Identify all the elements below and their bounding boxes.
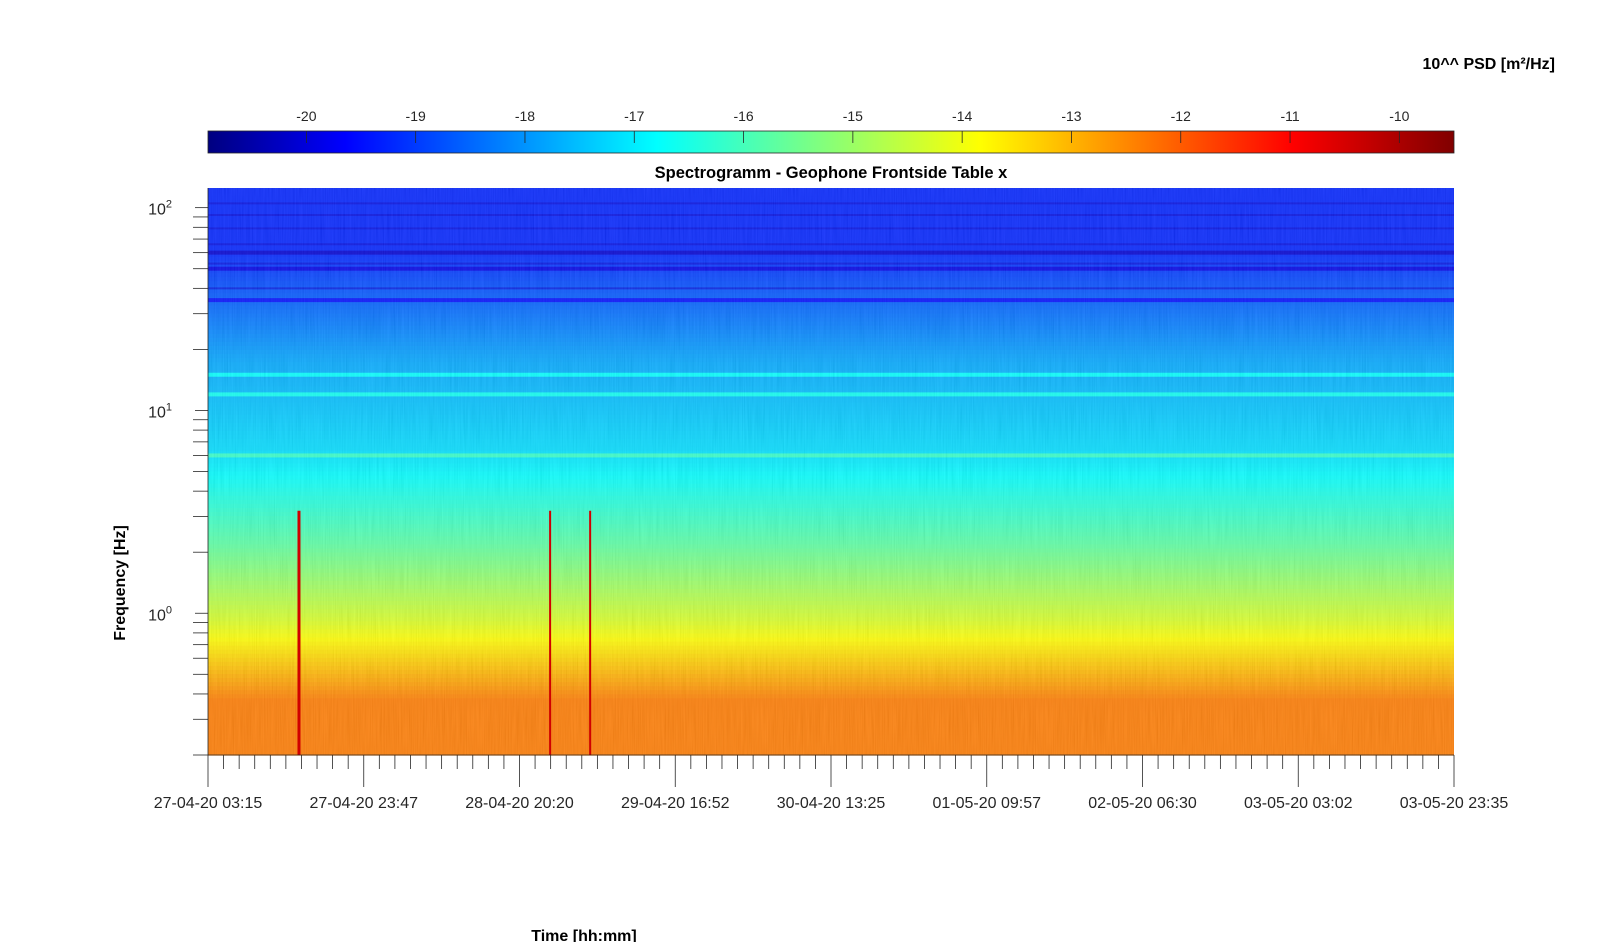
x-tick-label-1: 27-04-20 23:47 <box>309 795 418 812</box>
x-tick-label-3: 29-04-20 16:52 <box>621 795 730 812</box>
colorbar-label: 10^^ PSD [m²/Hz] <box>1423 56 1555 73</box>
y-tick-label-2: 102 <box>148 199 172 219</box>
chart-title: Spectrogramm - Geophone Frontside Table … <box>655 164 1008 182</box>
x-tick-label-8: 03-05-20 23:35 <box>1400 795 1509 812</box>
colorbar-ticks: -20 -19 -18 -17 -16 -15 -14 -13 -12 -11 -10 <box>296 108 1410 143</box>
colorbar-tick-label-4: -16 <box>733 108 753 124</box>
y-axis-label: Frequency [Hz] <box>112 525 129 641</box>
colorbar-tick-label-8: -12 <box>1171 108 1191 124</box>
colorbar-tick-label-3: -17 <box>624 108 644 124</box>
colorbar-tick-label-9: -11 <box>1280 108 1299 124</box>
colorbar-tick-label-0: -20 <box>296 108 316 124</box>
colorbar <box>207 130 1455 154</box>
colorbar-tick-label-6: -14 <box>952 108 972 124</box>
colorbar-tick-label-10: -10 <box>1389 108 1409 124</box>
x-tick-label-7: 03-05-20 03:02 <box>1244 795 1353 812</box>
x-axis-label: Time [hh:mm] <box>531 928 636 942</box>
y-tick-label-1: 101 <box>148 401 172 421</box>
y-axis-ticks: 100 101 102 <box>148 199 208 756</box>
x-tick-label-5: 01-05-20 09:57 <box>932 795 1041 812</box>
x-tick-label-0: 27-04-20 03:15 <box>154 795 263 812</box>
colorbar-tick-label-1: -19 <box>406 108 426 124</box>
x-tick-label-6: 02-05-20 06:30 <box>1088 795 1197 812</box>
transient-events <box>297 510 592 755</box>
x-tick-label-2: 28-04-20 20:20 <box>465 795 574 812</box>
colorbar-tick-label-5: -15 <box>843 108 863 124</box>
x-tick-label-4: 30-04-20 13:25 <box>777 795 886 812</box>
plot-noise <box>208 188 1454 755</box>
colorbar-tick-label-2: -18 <box>515 108 535 124</box>
y-tick-label-0: 100 <box>148 604 172 624</box>
x-axis-ticks: 27-04-20 03:15 27-04-20 23:47 28-04-20 20:… <box>154 755 1509 812</box>
colorbar-tick-label-7: -13 <box>1061 108 1081 124</box>
